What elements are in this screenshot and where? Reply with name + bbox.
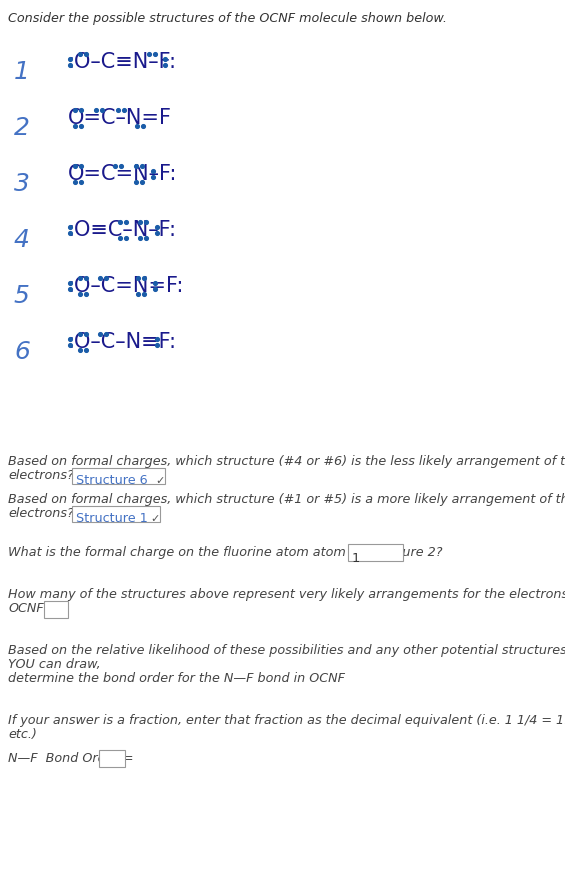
Text: electrons?: electrons? [8, 507, 74, 520]
Text: What is the formal charge on the fluorine atom atom in structure 2?: What is the formal charge on the fluorin… [8, 546, 442, 559]
Text: How many of the structures above represent very likely arrangements for the elec: How many of the structures above represe… [8, 588, 565, 601]
Text: :O–C–N≡F:: :O–C–N≡F: [68, 332, 177, 352]
Text: determine the bond order for the N—F bond in OCNF: determine the bond order for the N—F bon… [8, 672, 345, 685]
Bar [99, 750, 125, 767]
Text: :O≡C–N–F:: :O≡C–N–F: [68, 220, 177, 240]
Text: N—F  Bond Order =: N—F Bond Order = [8, 752, 133, 765]
Text: ✓: ✓ [150, 514, 159, 524]
Text: 1: 1 [14, 60, 30, 84]
Text: YOU can draw,: YOU can draw, [8, 658, 101, 671]
Text: Based on formal charges, which structure (#1 or #5) is a more likely arrangement: Based on formal charges, which structure… [8, 493, 565, 506]
Text: etc.): etc.) [8, 728, 37, 741]
Bar [72, 468, 165, 484]
Text: 4: 4 [14, 228, 30, 252]
Text: Based on the relative likelihood of these possibilities and any other potential : Based on the relative likelihood of thes… [8, 644, 565, 657]
Text: ✓: ✓ [155, 476, 164, 486]
Text: Based on formal charges, which structure (#4 or #6) is the less likely arrangeme: Based on formal charges, which structure… [8, 455, 565, 468]
Text: Structure 1: Structure 1 [76, 512, 148, 525]
Text: O=C–N=F: O=C–N=F [68, 108, 172, 128]
Text: 3: 3 [14, 172, 30, 196]
Text: 2: 2 [14, 116, 30, 140]
Text: If your answer is a fraction, enter that fraction as the decimal equivalent (i.e: If your answer is a fraction, enter that… [8, 714, 565, 727]
Text: electrons?: electrons? [8, 469, 74, 482]
Text: :O–C=N=F:: :O–C=N=F: [68, 276, 184, 296]
Text: Structure 6: Structure 6 [76, 474, 147, 487]
Text: 6: 6 [14, 340, 30, 364]
Bar [348, 544, 403, 561]
Bar [44, 601, 68, 618]
Text: OCNF?: OCNF? [8, 602, 50, 615]
Text: 1: 1 [352, 553, 360, 565]
Text: 5: 5 [14, 284, 30, 308]
Text: :O–C≡N–F:: :O–C≡N–F: [68, 52, 177, 72]
Bar [72, 506, 160, 522]
Text: Consider the possible structures of the OCNF molecule shown below.: Consider the possible structures of the … [8, 12, 447, 25]
Text: O=C=N–F:: O=C=N–F: [68, 164, 177, 184]
